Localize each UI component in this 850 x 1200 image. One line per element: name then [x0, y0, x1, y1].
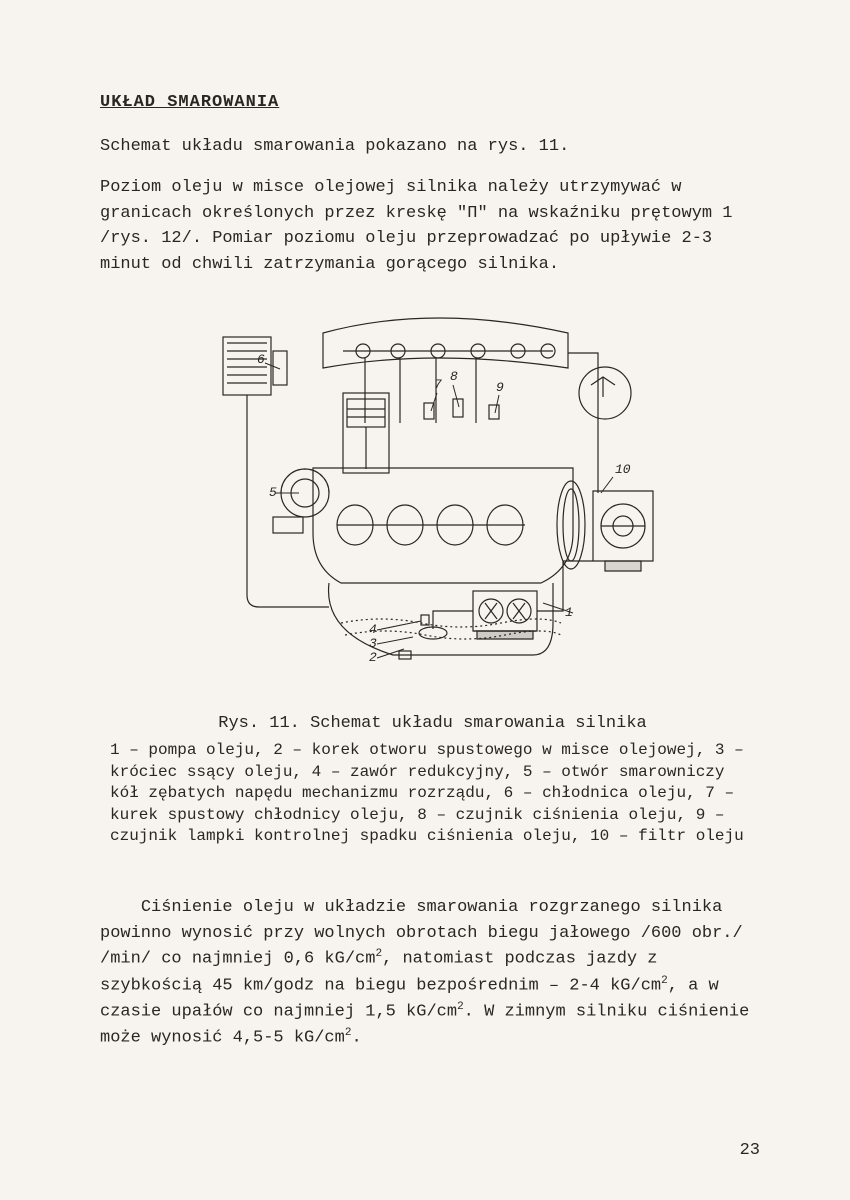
svg-text:10: 10 — [615, 462, 631, 477]
figure-legend: 1 – pompa oleju, 2 – korek otworu spusto… — [110, 740, 755, 848]
para3-seg-e: . — [351, 1029, 361, 1048]
section-heading: UKŁAD SMAROWANIA — [100, 90, 765, 116]
figure-11: 1 234 5 6 78 9 10 — [100, 293, 765, 703]
superscript-2: 2 — [457, 1001, 464, 1013]
paragraph-3: Ciśnienie oleju w układzie smarowania ro… — [100, 870, 765, 1077]
svg-text:9: 9 — [496, 380, 504, 395]
engine-lubrication-diagram: 1 234 5 6 78 9 10 — [173, 293, 693, 703]
svg-text:3: 3 — [369, 636, 377, 651]
paragraph-2: Poziom oleju w misce olejowej silnika na… — [100, 175, 765, 277]
document-page: UKŁAD SMAROWANIA Schemat układu smarowan… — [0, 0, 850, 1133]
svg-text:1: 1 — [565, 605, 573, 620]
svg-text:7: 7 — [434, 377, 442, 392]
svg-text:2: 2 — [369, 650, 377, 665]
superscript-2: 2 — [661, 975, 668, 987]
figure-caption: Rys. 11. Schemat układu smarowania silni… — [100, 711, 765, 737]
paragraph-1: Schemat układu smarowania pokazano na ry… — [100, 134, 765, 160]
page-number: 23 — [740, 1141, 760, 1160]
svg-text:6: 6 — [257, 352, 265, 367]
svg-text:5: 5 — [269, 485, 277, 500]
svg-text:4: 4 — [369, 622, 377, 637]
svg-text:8: 8 — [450, 369, 458, 384]
